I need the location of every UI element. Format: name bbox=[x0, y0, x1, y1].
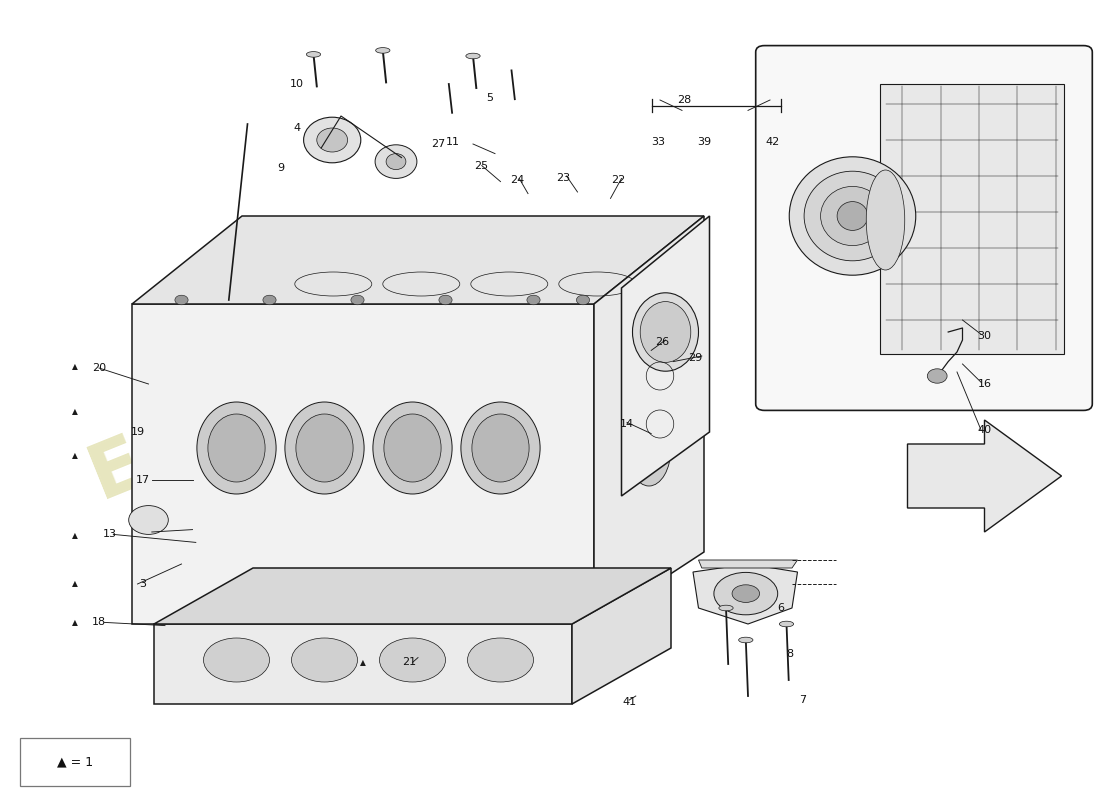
Circle shape bbox=[175, 295, 188, 305]
Ellipse shape bbox=[208, 414, 265, 482]
Text: 21: 21 bbox=[403, 658, 416, 667]
Text: 6: 6 bbox=[778, 603, 784, 613]
Ellipse shape bbox=[632, 293, 698, 371]
Polygon shape bbox=[572, 568, 671, 704]
Text: 27: 27 bbox=[431, 139, 444, 149]
Text: 9: 9 bbox=[277, 163, 284, 173]
Ellipse shape bbox=[821, 186, 884, 246]
Text: 23: 23 bbox=[557, 173, 570, 182]
Ellipse shape bbox=[296, 414, 353, 482]
Ellipse shape bbox=[285, 402, 364, 494]
Ellipse shape bbox=[790, 157, 915, 275]
Text: 8: 8 bbox=[786, 650, 793, 659]
Ellipse shape bbox=[317, 128, 348, 152]
Text: 30: 30 bbox=[978, 331, 991, 341]
Polygon shape bbox=[908, 420, 1062, 532]
Ellipse shape bbox=[472, 414, 529, 482]
Polygon shape bbox=[154, 624, 572, 704]
Text: 14: 14 bbox=[620, 419, 634, 429]
Text: ▲: ▲ bbox=[72, 407, 78, 417]
Text: 11: 11 bbox=[447, 138, 460, 147]
Text: ▲: ▲ bbox=[72, 531, 78, 541]
Text: 28: 28 bbox=[678, 95, 691, 105]
Text: 42: 42 bbox=[766, 138, 779, 147]
Text: 10: 10 bbox=[290, 79, 304, 89]
Circle shape bbox=[351, 295, 364, 305]
Ellipse shape bbox=[465, 53, 480, 58]
Polygon shape bbox=[880, 84, 1064, 354]
Text: 17: 17 bbox=[136, 475, 150, 485]
Text: 25: 25 bbox=[474, 162, 487, 171]
Text: 5: 5 bbox=[486, 93, 493, 102]
Polygon shape bbox=[693, 564, 798, 624]
Circle shape bbox=[576, 295, 590, 305]
Text: 22: 22 bbox=[612, 175, 625, 185]
Text: a passion for parts since 1985: a passion for parts since 1985 bbox=[242, 446, 506, 546]
Text: 3: 3 bbox=[140, 579, 146, 589]
Text: 13: 13 bbox=[103, 530, 117, 539]
Ellipse shape bbox=[867, 170, 904, 270]
Ellipse shape bbox=[627, 330, 671, 406]
Ellipse shape bbox=[292, 638, 358, 682]
FancyBboxPatch shape bbox=[20, 738, 130, 786]
Text: EUROSPARE: EUROSPARE bbox=[79, 254, 581, 514]
Ellipse shape bbox=[837, 202, 868, 230]
Circle shape bbox=[263, 295, 276, 305]
Text: 16: 16 bbox=[978, 379, 991, 389]
Polygon shape bbox=[594, 216, 704, 624]
Text: ▲: ▲ bbox=[72, 618, 78, 627]
Text: ▲: ▲ bbox=[72, 579, 78, 589]
Text: 29: 29 bbox=[689, 354, 702, 363]
Text: ▲: ▲ bbox=[360, 658, 366, 667]
Text: 40: 40 bbox=[978, 426, 991, 435]
Text: 18: 18 bbox=[92, 618, 106, 627]
Polygon shape bbox=[621, 216, 710, 496]
Ellipse shape bbox=[384, 414, 441, 482]
Ellipse shape bbox=[468, 638, 534, 682]
Ellipse shape bbox=[640, 302, 691, 362]
Polygon shape bbox=[132, 304, 594, 624]
Ellipse shape bbox=[197, 402, 276, 494]
Ellipse shape bbox=[379, 638, 446, 682]
Ellipse shape bbox=[306, 51, 321, 57]
Polygon shape bbox=[132, 216, 704, 304]
Text: 33: 33 bbox=[651, 138, 664, 147]
Ellipse shape bbox=[779, 621, 794, 627]
Text: ▲: ▲ bbox=[72, 451, 78, 461]
Ellipse shape bbox=[204, 638, 270, 682]
Text: ▲: ▲ bbox=[72, 362, 78, 371]
Ellipse shape bbox=[304, 118, 361, 162]
Text: 19: 19 bbox=[131, 427, 144, 437]
Text: 26: 26 bbox=[656, 338, 669, 347]
Ellipse shape bbox=[804, 171, 901, 261]
Text: 24: 24 bbox=[510, 175, 524, 185]
Polygon shape bbox=[154, 568, 671, 624]
Ellipse shape bbox=[627, 410, 671, 486]
Circle shape bbox=[927, 369, 947, 383]
Text: 20: 20 bbox=[92, 363, 106, 373]
Text: 4: 4 bbox=[294, 123, 300, 133]
Polygon shape bbox=[698, 560, 798, 568]
Ellipse shape bbox=[739, 637, 752, 643]
Circle shape bbox=[439, 295, 452, 305]
FancyBboxPatch shape bbox=[756, 46, 1092, 410]
Ellipse shape bbox=[733, 585, 760, 602]
Ellipse shape bbox=[373, 402, 452, 494]
Ellipse shape bbox=[375, 47, 389, 53]
Ellipse shape bbox=[375, 145, 417, 178]
Ellipse shape bbox=[714, 573, 778, 614]
Ellipse shape bbox=[461, 402, 540, 494]
Text: 41: 41 bbox=[623, 698, 636, 707]
Circle shape bbox=[527, 295, 540, 305]
Text: ▲ = 1: ▲ = 1 bbox=[57, 755, 92, 768]
Text: 7: 7 bbox=[800, 695, 806, 705]
Circle shape bbox=[129, 506, 168, 534]
Ellipse shape bbox=[719, 605, 733, 611]
Ellipse shape bbox=[386, 154, 406, 170]
Text: 39: 39 bbox=[697, 138, 711, 147]
